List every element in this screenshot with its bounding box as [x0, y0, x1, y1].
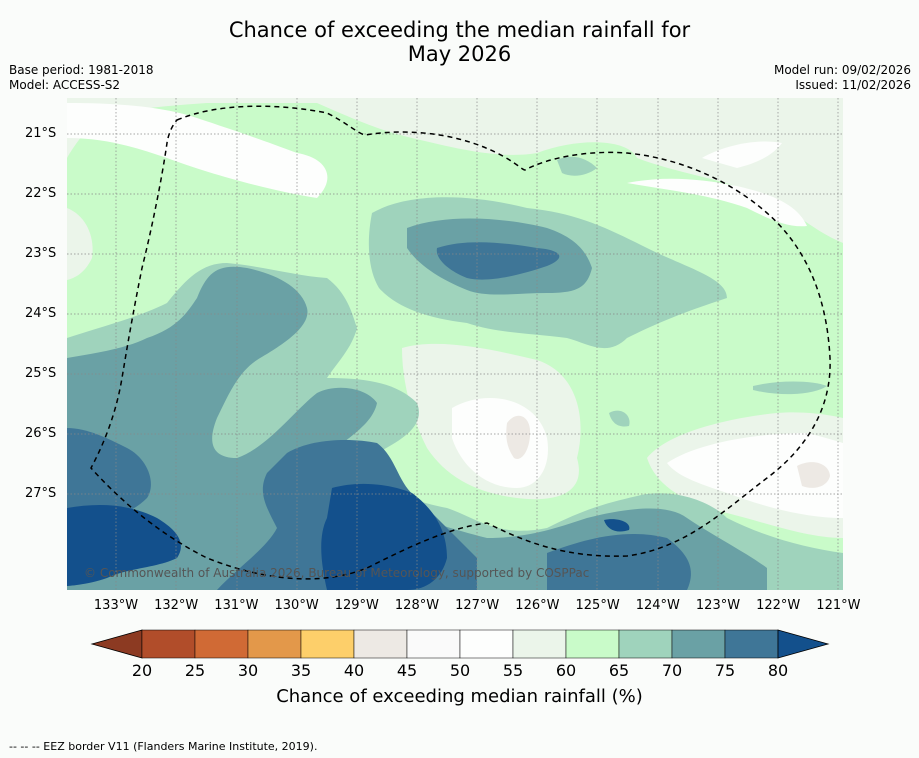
- colorbar-tick-label: 30: [237, 661, 259, 680]
- band-45-55: [667, 433, 843, 518]
- grid-lines: [67, 98, 843, 590]
- colorbar-segment: [141, 629, 196, 659]
- colorbar-tick-label: 40: [343, 661, 365, 680]
- band-40-45: [506, 415, 531, 459]
- footnote-eez: -- -- -- EEZ border V11 (Flanders Marine…: [9, 740, 318, 753]
- colorbar-tick-label: 25: [184, 661, 206, 680]
- y-tick-label: 24°S: [25, 306, 57, 321]
- band-75-80: [547, 533, 691, 590]
- band-70-75: [67, 266, 767, 590]
- x-tick-label: 121°W: [816, 598, 861, 613]
- band-40-45: [797, 462, 830, 488]
- x-tick-label: 127°W: [455, 598, 500, 613]
- x-tick-label: 131°W: [214, 598, 259, 613]
- colorbar-tick-label: 20: [131, 661, 153, 680]
- x-tick-label: 129°W: [334, 598, 379, 613]
- colorbar-low-extend: [90, 629, 143, 659]
- issued-text: Issued: 11/02/2026: [795, 78, 911, 92]
- band-65-70: [753, 381, 827, 395]
- band-75-80: [67, 428, 151, 523]
- band-45-55: [67, 103, 328, 198]
- colorbar-tick-label: 55: [502, 661, 524, 680]
- y-tick-label: 25°S: [25, 366, 57, 381]
- x-tick-label: 132°W: [154, 598, 199, 613]
- rainfall-map: [67, 98, 843, 590]
- colorbar-tick-label: 75: [714, 661, 736, 680]
- y-tick-label: 22°S: [25, 186, 57, 201]
- y-tick-label: 26°S: [25, 426, 57, 441]
- colorbar-tick-label: 45: [396, 661, 418, 680]
- model-run-text: Model run: 09/02/2026: [773, 63, 911, 77]
- colorbar-segment: [565, 629, 620, 659]
- band-55-60: [67, 208, 93, 280]
- copyright-text: © Commonwealth of Australia 2026, Bureau…: [84, 566, 590, 580]
- colorbar-segment: [671, 629, 726, 659]
- colorbar-segment: [724, 629, 779, 659]
- y-tick-label: 21°S: [25, 126, 57, 141]
- colorbar-segment: [406, 629, 461, 659]
- meta-left: Base period: 1981-2018 Model: ACCESS-S2: [9, 63, 154, 93]
- eez-border: [90, 105, 831, 580]
- colorbar-tick-label: 60: [555, 661, 577, 680]
- chart-title: Chance of exceeding the median rainfall …: [0, 18, 919, 66]
- model-text: Model: ACCESS-S2: [9, 78, 121, 92]
- colorbar: [90, 629, 830, 659]
- colorbar-segment: [247, 629, 302, 659]
- x-tick-label: 128°W: [394, 598, 440, 613]
- band-45-55: [702, 141, 782, 168]
- x-tick-label: 125°W: [575, 598, 620, 613]
- y-tick-label: 27°S: [25, 486, 57, 501]
- band-65-70: [557, 156, 597, 176]
- x-tick-label: 130°W: [274, 598, 319, 613]
- colorbar-title: Chance of exceeding median rainfall (%): [276, 686, 643, 707]
- x-tick-label: 124°W: [635, 598, 680, 613]
- colorbar-segment: [300, 629, 355, 659]
- colorbar-segment: [618, 629, 673, 659]
- base-period-text: Base period: 1981-2018: [9, 63, 154, 77]
- x-tick-label: 123°W: [695, 598, 741, 613]
- colorbar-tick-label: 80: [767, 661, 789, 680]
- colorbar-tick-label: 35: [290, 661, 312, 680]
- colorbar-segment: [459, 629, 514, 659]
- band-65-70: [609, 410, 630, 427]
- chart-title-line1: Chance of exceeding the median rainfall …: [228, 18, 691, 42]
- colorbar-segment: [194, 629, 249, 659]
- y-tick-label: 23°S: [25, 246, 57, 261]
- band-gt80: [604, 519, 630, 532]
- colorbar-tick-label: 65: [608, 661, 630, 680]
- band-gt80: [67, 505, 181, 586]
- chart-title-line2: May 2026: [407, 42, 512, 66]
- x-tick-label: 126°W: [515, 598, 560, 613]
- colorbar-tick-label: 70: [661, 661, 683, 680]
- x-tick-label: 122°W: [756, 598, 801, 613]
- colorbar-high-extend: [777, 629, 830, 659]
- band-gt80: [321, 483, 447, 590]
- x-tick-label: 133°W: [93, 598, 139, 613]
- band-45-55: [627, 178, 807, 227]
- colorbar-tick-label: 50: [449, 661, 471, 680]
- band-75-80: [436, 242, 560, 280]
- meta-right: Model run: 09/02/2026 Issued: 11/02/2026: [774, 63, 911, 93]
- colorbar-segment: [353, 629, 408, 659]
- colorbar-segment: [512, 629, 567, 659]
